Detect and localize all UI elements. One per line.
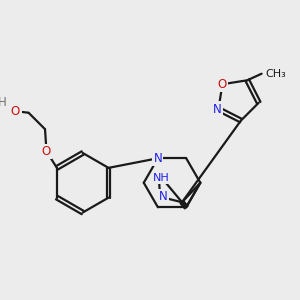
Text: NH: NH xyxy=(153,173,170,183)
Text: H: H xyxy=(0,96,7,110)
Text: O: O xyxy=(42,145,51,158)
Text: CH₃: CH₃ xyxy=(265,69,286,79)
Text: N: N xyxy=(213,103,221,116)
Text: O: O xyxy=(218,78,227,91)
Text: O: O xyxy=(11,105,20,118)
Text: N: N xyxy=(159,190,168,203)
Text: N: N xyxy=(154,152,162,165)
